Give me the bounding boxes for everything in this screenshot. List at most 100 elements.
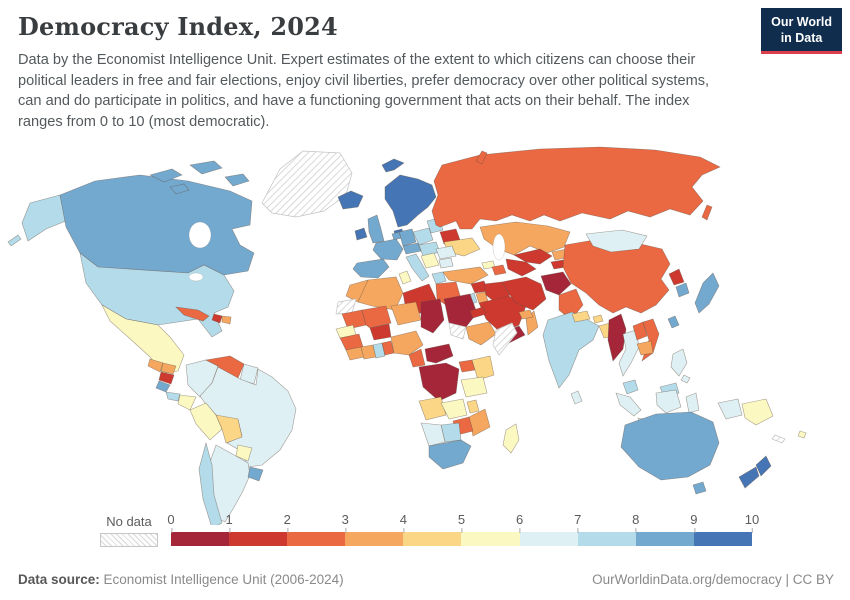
country-uk[interactable] xyxy=(367,214,385,244)
country-bhutan[interactable] xyxy=(592,314,604,324)
country-ireland[interactable] xyxy=(354,227,368,241)
country-zambia[interactable] xyxy=(440,398,468,420)
footer-license[interactable]: OurWorldinData.org/democracy | CC BY xyxy=(592,572,834,587)
country-nepal[interactable] xyxy=(571,310,591,323)
country-chile[interactable] xyxy=(198,441,223,525)
country-canada-arctic-islands[interactable] xyxy=(149,160,250,195)
country-myanmar[interactable] xyxy=(607,313,627,362)
country-balkans[interactable] xyxy=(420,252,440,269)
country-angola[interactable] xyxy=(418,396,447,421)
country-afghanistan[interactable] xyxy=(540,271,572,296)
country-dominican-republic[interactable] xyxy=(221,315,232,325)
legend-bin-5-6[interactable] xyxy=(461,532,520,546)
legend-bin-7-8[interactable] xyxy=(577,532,636,546)
country-greenland[interactable] xyxy=(261,150,353,218)
country-namibia[interactable] xyxy=(420,422,446,447)
legend-no-data-swatch[interactable] xyxy=(100,533,158,547)
country-tasmania[interactable] xyxy=(692,481,707,495)
country-panama[interactable] xyxy=(165,391,181,402)
legend-bin-8-9[interactable] xyxy=(635,532,694,546)
country-somalia[interactable] xyxy=(492,322,518,356)
country-ecuador[interactable] xyxy=(177,394,197,411)
country-turkmenistan[interactable] xyxy=(505,258,537,277)
country-turkey[interactable] xyxy=(442,266,489,285)
country-pakistan[interactable] xyxy=(558,288,584,321)
country-iceland[interactable] xyxy=(337,190,364,210)
country-nicaragua[interactable] xyxy=(158,371,175,385)
country-central-african-republic[interactable] xyxy=(424,343,454,364)
country-chad[interactable] xyxy=(420,298,445,334)
legend-bin-3-4[interactable] xyxy=(345,532,404,546)
country-sakhalin[interactable] xyxy=(701,204,713,221)
country-greece[interactable] xyxy=(431,271,447,285)
country-mozambique[interactable] xyxy=(468,408,491,437)
country-guatemala[interactable] xyxy=(147,358,164,373)
country-drc[interactable] xyxy=(418,362,460,402)
legend-bin-1-2[interactable] xyxy=(229,532,288,546)
country-kenya[interactable] xyxy=(471,355,495,381)
country-romania[interactable] xyxy=(435,245,457,260)
country-bolivia[interactable] xyxy=(215,414,243,444)
country-cambodia[interactable] xyxy=(636,340,654,356)
country-paraguay[interactable] xyxy=(235,444,253,462)
country-alaska[interactable] xyxy=(7,194,67,247)
country-sri-lanka[interactable] xyxy=(570,390,583,405)
country-eritrea[interactable] xyxy=(469,306,487,319)
country-mongolia[interactable] xyxy=(585,229,648,253)
legend-bin-4-5[interactable] xyxy=(403,532,462,546)
country-india[interactable] xyxy=(542,311,600,389)
country-madagascar[interactable] xyxy=(502,423,520,454)
legend-bin-2-3[interactable] xyxy=(287,532,346,546)
legend-no-data[interactable]: No data xyxy=(100,512,158,547)
country-taiwan[interactable] xyxy=(667,315,680,329)
country-south-africa[interactable] xyxy=(428,439,472,470)
country-bulgaria[interactable] xyxy=(438,257,454,269)
country-china[interactable] xyxy=(562,238,671,314)
country-uruguay[interactable] xyxy=(247,466,264,482)
country-tanzania[interactable] xyxy=(460,376,488,398)
country-iberia[interactable] xyxy=(352,258,390,279)
owid-logo[interactable]: Our World in Data xyxy=(761,8,842,54)
country-south-korea[interactable] xyxy=(675,282,690,298)
country-malawi[interactable] xyxy=(466,399,480,414)
country-benelux[interactable] xyxy=(391,231,402,241)
country-south-sudan[interactable] xyxy=(448,322,467,340)
country-laos[interactable] xyxy=(632,321,648,341)
country-japan[interactable] xyxy=(694,272,720,314)
country-fiji[interactable] xyxy=(797,430,807,439)
country-russia[interactable] xyxy=(431,146,721,230)
country-ghana[interactable] xyxy=(372,342,386,359)
country-nigeria[interactable] xyxy=(390,330,424,356)
country-sudan[interactable] xyxy=(443,293,478,328)
country-mexico[interactable] xyxy=(101,304,185,374)
country-philippines[interactable] xyxy=(670,348,691,384)
country-north-korea[interactable] xyxy=(668,268,685,286)
country-iran[interactable] xyxy=(501,276,547,311)
country-cuba[interactable] xyxy=(175,306,210,322)
country-haiti[interactable] xyxy=(211,313,223,324)
country-uae-qatar[interactable] xyxy=(518,309,534,320)
country-germany[interactable] xyxy=(398,228,417,247)
country-honduras[interactable] xyxy=(160,362,177,375)
legend-bin-0-1[interactable] xyxy=(171,532,230,546)
legend-bin-9-10[interactable] xyxy=(693,532,752,546)
country-australia[interactable] xyxy=(620,411,720,481)
country-papua-new-guinea[interactable] xyxy=(741,398,774,426)
country-ethiopia[interactable] xyxy=(465,321,497,346)
country-new-zealand[interactable] xyxy=(738,455,772,489)
country-france[interactable] xyxy=(372,238,404,261)
country-svalbard[interactable] xyxy=(381,158,405,173)
country-saudi-arabia[interactable] xyxy=(478,295,527,334)
country-azerbaijan-armenia[interactable] xyxy=(491,264,507,276)
country-italy[interactable] xyxy=(405,253,430,282)
country-new-caledonia[interactable] xyxy=(771,434,786,444)
country-niger[interactable] xyxy=(390,301,422,326)
country-nordics[interactable] xyxy=(384,174,437,228)
world-choropleth-map xyxy=(0,135,850,525)
legend-bin-6-7[interactable] xyxy=(519,532,578,546)
country-novaya-zemlya[interactable] xyxy=(475,150,488,165)
country-poland[interactable] xyxy=(412,227,434,246)
country-cameroon[interactable] xyxy=(408,348,426,368)
country-tunisia[interactable] xyxy=(398,270,412,285)
country-uzbekistan[interactable] xyxy=(513,248,553,265)
